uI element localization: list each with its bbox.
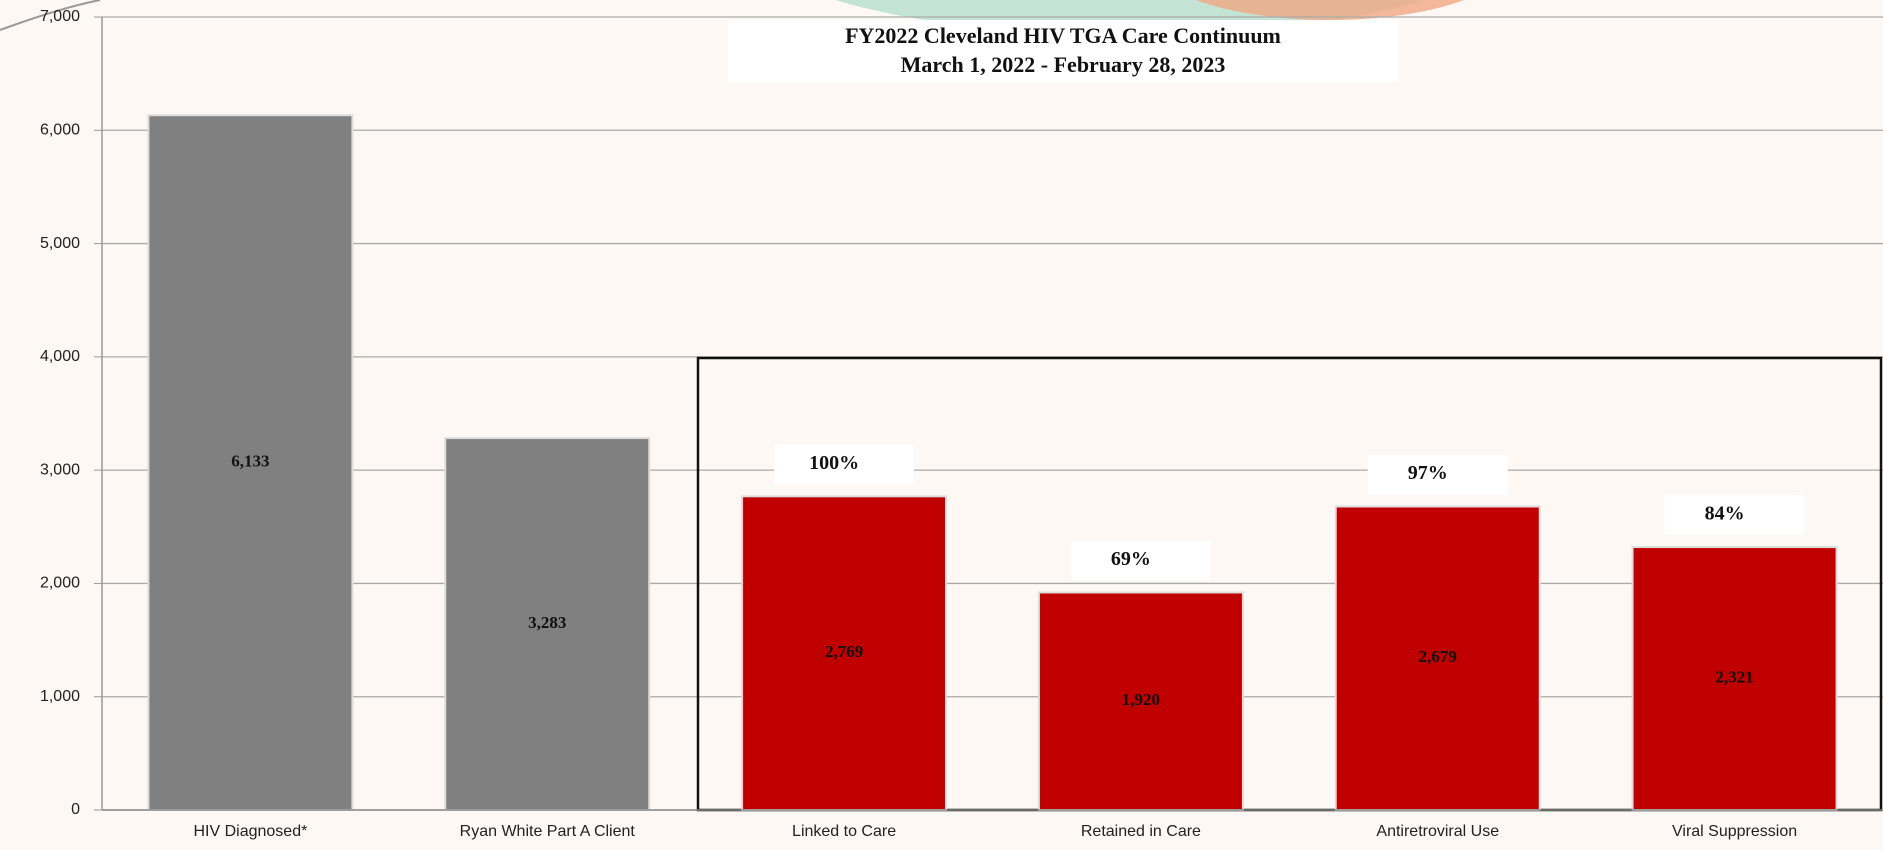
percent-label-box [1367, 454, 1508, 495]
x-tick-label: Ryan White Part A Client [460, 823, 636, 840]
value-label: 6,133 [231, 452, 269, 471]
bar [1631, 546, 1838, 811]
bar [1334, 505, 1541, 811]
value-label: 1,920 [1122, 690, 1160, 709]
x-tick-label: Viral Suppression [1672, 823, 1797, 840]
percent-label: 69% [1111, 548, 1151, 570]
y-tick-label: 5,000 [40, 235, 80, 252]
percent-label-box [1664, 495, 1805, 536]
y-tick-label: 0 [71, 801, 80, 818]
value-label: 2,769 [825, 642, 863, 661]
value-label: 2,321 [1715, 667, 1753, 686]
x-tick-label: Retained in Care [1081, 823, 1201, 840]
percent-label: 100% [809, 452, 859, 474]
y-tick-label: 3,000 [40, 461, 80, 478]
percent-label-box [1070, 540, 1211, 581]
chart-subtitle: March 1, 2022 - February 28, 2023 [901, 52, 1226, 77]
percent-label: 97% [1408, 462, 1448, 484]
bar [444, 437, 651, 811]
bar [1037, 591, 1244, 812]
title-box [728, 20, 1398, 82]
value-label: 2,679 [1419, 647, 1457, 666]
y-tick-label: 7,000 [40, 8, 80, 25]
y-tick-label: 2,000 [40, 575, 80, 592]
bars: HIV Diagnosed* 6,133 Ryan White Part A Cli… [147, 114, 1838, 840]
x-tick-label: Antiretroviral Use [1376, 823, 1499, 840]
bar [741, 495, 948, 811]
percent-label-box [774, 444, 915, 485]
y-tick-label: 6,000 [40, 122, 80, 139]
value-label: 3,283 [528, 613, 566, 632]
y-tick-label: 4,000 [40, 348, 80, 365]
y-tick-label: 1,000 [40, 688, 80, 705]
x-tick-label: Linked to Care [792, 823, 896, 840]
chart-title: FY2022 Cleveland HIV TGA Care Continuum [845, 23, 1281, 48]
percent-label: 84% [1705, 503, 1745, 525]
x-tick-label: HIV Diagnosed* [193, 823, 307, 840]
